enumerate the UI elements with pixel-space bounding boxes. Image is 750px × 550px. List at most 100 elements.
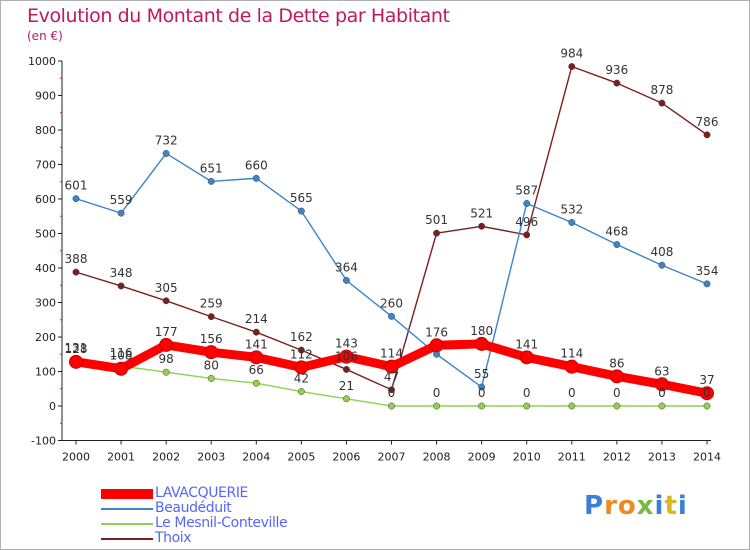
y-tick-label: 1000 [28, 55, 56, 68]
data-label-lavacquerie: 37 [699, 373, 714, 387]
proxiti-logo: Proxiti [584, 491, 688, 521]
data-label-le-mesnil-conteville: 80 [204, 358, 219, 372]
logo-letter: x [636, 491, 655, 521]
legend-swatch [101, 538, 153, 540]
point-beaud-duit [117, 209, 125, 217]
x-tick-label: 2011 [558, 451, 586, 464]
y-tick-label: 900 [35, 90, 56, 103]
data-label-beaud-duit: 565 [290, 191, 313, 205]
point-thoix [433, 229, 441, 237]
data-label-thoix: 106 [335, 349, 358, 363]
point-lavacquerie [700, 386, 714, 401]
point-lavacquerie [474, 336, 489, 351]
legend-label: LAVACQUERIE [155, 485, 249, 501]
point-beaud-duit [207, 177, 215, 185]
y-tick-label: 200 [35, 331, 56, 344]
point-beaud-duit [388, 312, 395, 320]
data-label-beaud-duit: 260 [380, 296, 403, 310]
legend-swatch [101, 508, 153, 510]
y-tick-label: 700 [35, 159, 56, 172]
point-le-mesnil-conteville [523, 402, 531, 410]
logo-letter: r [604, 491, 618, 521]
data-labels: 388 348 305 259 214 162 106 47 501 521 496 984 936 87… [65, 47, 719, 400]
point-lavacquerie [114, 361, 129, 376]
legend-label: Le Mesnil-Conteville [155, 515, 288, 531]
data-label-thoix: 984 [560, 47, 583, 61]
point-thoix [388, 386, 395, 394]
y-tick-label: 500 [35, 228, 56, 241]
point-lavacquerie [429, 338, 444, 353]
point-le-mesnil-conteville [297, 388, 305, 395]
y-tick-label: 0 [49, 400, 56, 413]
point-le-mesnil-conteville [252, 379, 260, 387]
data-label-lavacquerie: 141 [515, 337, 538, 351]
point-lavacquerie [564, 359, 579, 374]
point-thoix [117, 282, 125, 290]
point-thoix [523, 231, 531, 239]
x-tick-label: 2006 [332, 451, 360, 464]
data-label-beaud-duit: 354 [696, 264, 719, 278]
point-lavacquerie [339, 349, 354, 364]
x-tick-label: 2008 [423, 451, 451, 464]
point-le-mesnil-conteville [613, 402, 621, 410]
data-label-lavacquerie: 141 [245, 337, 268, 351]
x-tick-label: 2014 [693, 451, 721, 464]
point-thoix [72, 268, 80, 276]
point-beaud-duit [478, 383, 486, 391]
data-label-le-mesnil-conteville: 66 [249, 363, 264, 377]
x-tick-label: 2001 [107, 451, 135, 464]
data-label-le-mesnil-conteville: 131 [65, 341, 88, 355]
point-lavacquerie [294, 360, 309, 375]
point-thoix [252, 328, 260, 336]
data-label-thoix: 786 [696, 115, 719, 129]
data-label-le-mesnil-conteville: 0 [658, 386, 666, 400]
data-label-thoix: 936 [605, 63, 628, 77]
data-label-thoix: 521 [470, 206, 493, 220]
point-lavacquerie [384, 359, 399, 374]
data-label-thoix: 47 [384, 370, 399, 384]
data-label-lavacquerie: 114 [380, 347, 403, 361]
data-label-lavacquerie: 176 [425, 325, 448, 339]
data-label-thoix: 496 [515, 215, 538, 229]
legend: LAVACQUERIE Beaudéduit Le Mesnil-Contevill… [101, 486, 361, 546]
point-thoix [613, 79, 621, 87]
point-lavacquerie [609, 369, 624, 384]
data-label-beaud-duit: 660 [245, 158, 268, 172]
point-beaud-duit [523, 200, 531, 207]
data-label-thoix: 259 [200, 297, 223, 311]
legend-label: Thoix [155, 530, 192, 546]
data-label-beaud-duit: 587 [515, 183, 538, 197]
point-le-mesnil-conteville [478, 402, 486, 410]
data-label-beaud-duit: 651 [200, 161, 223, 175]
data-label-thoix: 214 [245, 312, 268, 326]
data-label-beaud-duit: 559 [110, 193, 133, 207]
x-tick-label: 2009 [468, 451, 496, 464]
point-le-mesnil-conteville [162, 368, 170, 376]
point-beaud-duit [252, 174, 260, 182]
point-beaud-duit [297, 207, 305, 215]
data-label-le-mesnil-conteville: 116 [110, 346, 133, 360]
data-label-beaud-duit: 732 [155, 133, 178, 147]
point-le-mesnil-conteville [703, 402, 711, 410]
logo-letter: t [664, 491, 678, 521]
data-label-thoix: 878 [650, 83, 673, 97]
point-thoix [162, 297, 170, 305]
legend-swatch [101, 523, 153, 525]
data-label-le-mesnil-conteville: 0 [613, 386, 621, 400]
data-label-beaud-duit: 468 [605, 225, 628, 239]
data-label-lavacquerie: 128 [65, 342, 88, 356]
point-beaud-duit [658, 261, 666, 269]
data-label-le-mesnil-conteville: 0 [523, 386, 531, 400]
legend-item: LAVACQUERIE [101, 486, 361, 501]
logo-letter: P [584, 491, 605, 521]
legend-swatch [101, 489, 153, 499]
x-tick-label: 2007 [378, 451, 406, 464]
data-label-le-mesnil-conteville: 0 [478, 386, 486, 400]
data-label-le-mesnil-conteville: 0 [388, 386, 396, 400]
point-lavacquerie [159, 337, 174, 352]
point-thoix [658, 99, 666, 107]
point-lavacquerie [69, 354, 83, 369]
point-beaud-duit [72, 195, 80, 203]
data-label-thoix: 305 [155, 281, 178, 295]
data-label-beaud-duit: 364 [335, 260, 358, 274]
